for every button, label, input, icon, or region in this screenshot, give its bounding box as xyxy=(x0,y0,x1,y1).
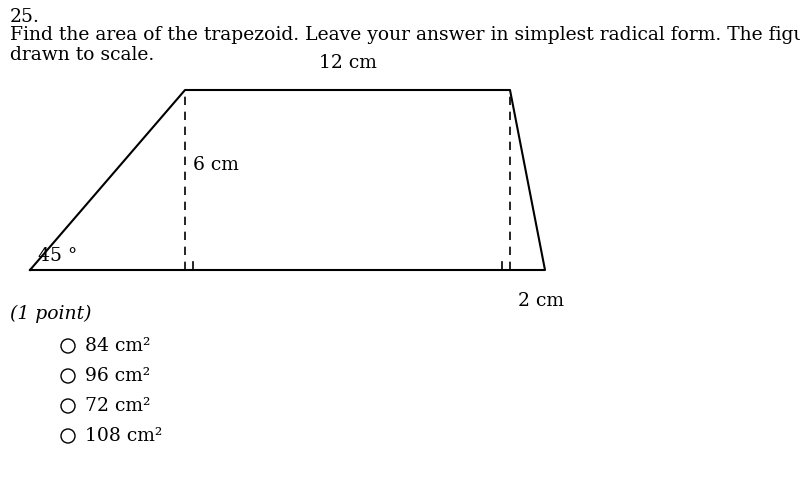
Text: 2 cm: 2 cm xyxy=(518,292,564,310)
Text: Find the area of the trapezoid. Leave your answer in simplest radical form. The : Find the area of the trapezoid. Leave yo… xyxy=(10,26,800,44)
Text: 6 cm: 6 cm xyxy=(193,156,239,174)
Text: 96 cm²: 96 cm² xyxy=(85,367,150,385)
Text: drawn to scale.: drawn to scale. xyxy=(10,46,154,64)
Text: (1 point): (1 point) xyxy=(10,305,91,323)
Text: 12 cm: 12 cm xyxy=(318,54,377,72)
Text: 25.: 25. xyxy=(10,8,40,26)
Text: 108 cm²: 108 cm² xyxy=(85,427,162,445)
Text: 84 cm²: 84 cm² xyxy=(85,337,150,355)
Text: 45 °: 45 ° xyxy=(38,247,78,265)
Text: 72 cm²: 72 cm² xyxy=(85,397,150,415)
